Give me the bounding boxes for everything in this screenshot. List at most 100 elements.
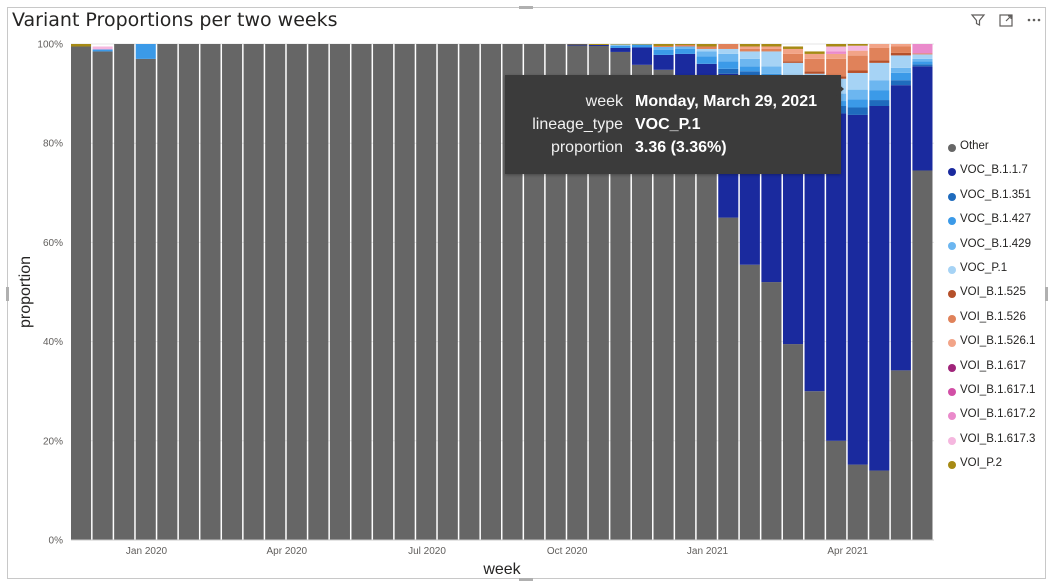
bar-segment[interactable]	[718, 68, 739, 74]
bar-segment[interactable]	[869, 62, 890, 81]
bar-segment[interactable]	[847, 50, 868, 56]
bar-segment[interactable]	[890, 67, 911, 73]
bar-segment[interactable]	[200, 44, 221, 540]
bar-segment[interactable]	[329, 44, 350, 540]
bar-segment[interactable]	[653, 54, 674, 70]
bar-segment[interactable]	[739, 58, 760, 67]
bar-segment[interactable]	[675, 46, 696, 49]
bar-segment[interactable]	[761, 51, 782, 67]
bar-segment[interactable]	[718, 48, 739, 54]
bar-segment[interactable]	[653, 49, 674, 55]
bar-segment[interactable]	[847, 44, 868, 46]
bar-segment[interactable]	[804, 58, 825, 72]
bar-segment[interactable]	[761, 44, 782, 47]
bar-segment[interactable]	[653, 69, 674, 540]
bar-segment[interactable]	[912, 66, 933, 171]
bar-segment[interactable]	[869, 100, 890, 106]
bar-segment[interactable]	[373, 44, 394, 540]
bar-segment[interactable]	[653, 44, 674, 46]
bar-segment[interactable]	[653, 45, 674, 47]
bar-segment[interactable]	[739, 66, 760, 72]
bar-segment[interactable]	[675, 53, 696, 79]
bar-segment[interactable]	[847, 72, 868, 90]
bar-segment[interactable]	[804, 71, 825, 74]
bar-segment[interactable]	[71, 46, 92, 540]
resize-handle-right[interactable]	[1045, 287, 1048, 301]
bar-segment[interactable]	[567, 44, 588, 46]
bar-segment[interactable]	[631, 64, 653, 540]
bar-segment[interactable]	[135, 58, 156, 540]
bar-segment[interactable]	[675, 44, 696, 45]
resize-handle-top[interactable]	[519, 6, 533, 9]
bar-segment[interactable]	[761, 282, 782, 540]
bar-segment[interactable]	[610, 44, 631, 46]
bar-segment[interactable]	[890, 85, 911, 371]
bar-segment[interactable]	[696, 56, 717, 64]
bar-segment[interactable]	[782, 46, 804, 49]
more-options-icon[interactable]	[1025, 12, 1043, 30]
bar-segment[interactable]	[847, 464, 868, 540]
resize-handle-left[interactable]	[6, 287, 9, 301]
bar-segment[interactable]	[675, 78, 696, 540]
bar-segment[interactable]	[567, 44, 588, 45]
bar-segment[interactable]	[761, 66, 782, 74]
bar-segment[interactable]	[804, 113, 825, 392]
bar-segment[interactable]	[631, 47, 653, 65]
bar-segment[interactable]	[610, 45, 631, 46]
bar-segment[interactable]	[459, 44, 480, 540]
bar-segment[interactable]	[847, 89, 868, 100]
bar-segment[interactable]	[847, 45, 868, 51]
bar-segment[interactable]	[912, 64, 933, 67]
bar-segment[interactable]	[890, 72, 911, 81]
bar-segment[interactable]	[912, 53, 933, 55]
bar-segment[interactable]	[610, 44, 631, 45]
bar-segment[interactable]	[696, 48, 717, 52]
bar-segment[interactable]	[308, 44, 329, 540]
bar-segment[interactable]	[890, 80, 911, 86]
bar-segment[interactable]	[869, 106, 890, 471]
bar-segment[interactable]	[739, 48, 760, 52]
bar-segment[interactable]	[826, 440, 847, 540]
bar-segment[interactable]	[696, 46, 717, 49]
bar-segment[interactable]	[631, 44, 653, 48]
bar-segment[interactable]	[804, 391, 825, 540]
bar-segment[interactable]	[610, 47, 631, 52]
resize-handle-bottom[interactable]	[519, 578, 533, 581]
bar-segment[interactable]	[480, 44, 501, 540]
bar-segment[interactable]	[869, 90, 890, 101]
bar-segment[interactable]	[739, 264, 760, 540]
bar-segment[interactable]	[265, 44, 286, 540]
bar-segment[interactable]	[782, 62, 804, 76]
bar-segment[interactable]	[847, 107, 868, 115]
bar-segment[interactable]	[739, 46, 760, 49]
bar-segment[interactable]	[761, 46, 782, 49]
bar-segment[interactable]	[696, 44, 717, 47]
bar-segment[interactable]	[869, 470, 890, 540]
bar-segment[interactable]	[631, 44, 653, 45]
bar-segment[interactable]	[782, 61, 804, 63]
bar-segment[interactable]	[675, 48, 696, 54]
bar-segment[interactable]	[718, 53, 739, 62]
bar-segment[interactable]	[92, 51, 113, 540]
bar-segment[interactable]	[718, 61, 739, 69]
bar-segment[interactable]	[222, 44, 243, 540]
bar-segment[interactable]	[631, 44, 653, 46]
bar-segment[interactable]	[890, 370, 911, 540]
bar-segment[interactable]	[653, 46, 674, 50]
bar-segment[interactable]	[782, 344, 804, 540]
bar-segment[interactable]	[135, 44, 156, 59]
bar-segment[interactable]	[588, 44, 609, 45]
bar-segment[interactable]	[739, 44, 760, 47]
bar-segment[interactable]	[804, 51, 825, 54]
bar-segment[interactable]	[243, 44, 264, 540]
bar-segment[interactable]	[351, 44, 372, 540]
bar-segment[interactable]	[675, 44, 696, 47]
bar-segment[interactable]	[847, 70, 868, 73]
bar-segment[interactable]	[912, 58, 933, 62]
bar-segment[interactable]	[718, 217, 739, 540]
bar-segment[interactable]	[782, 53, 804, 62]
bar-segment[interactable]	[696, 108, 717, 540]
bar-segment[interactable]	[114, 44, 135, 540]
bar-segment[interactable]	[804, 53, 825, 59]
bar-segment[interactable]	[286, 44, 307, 540]
